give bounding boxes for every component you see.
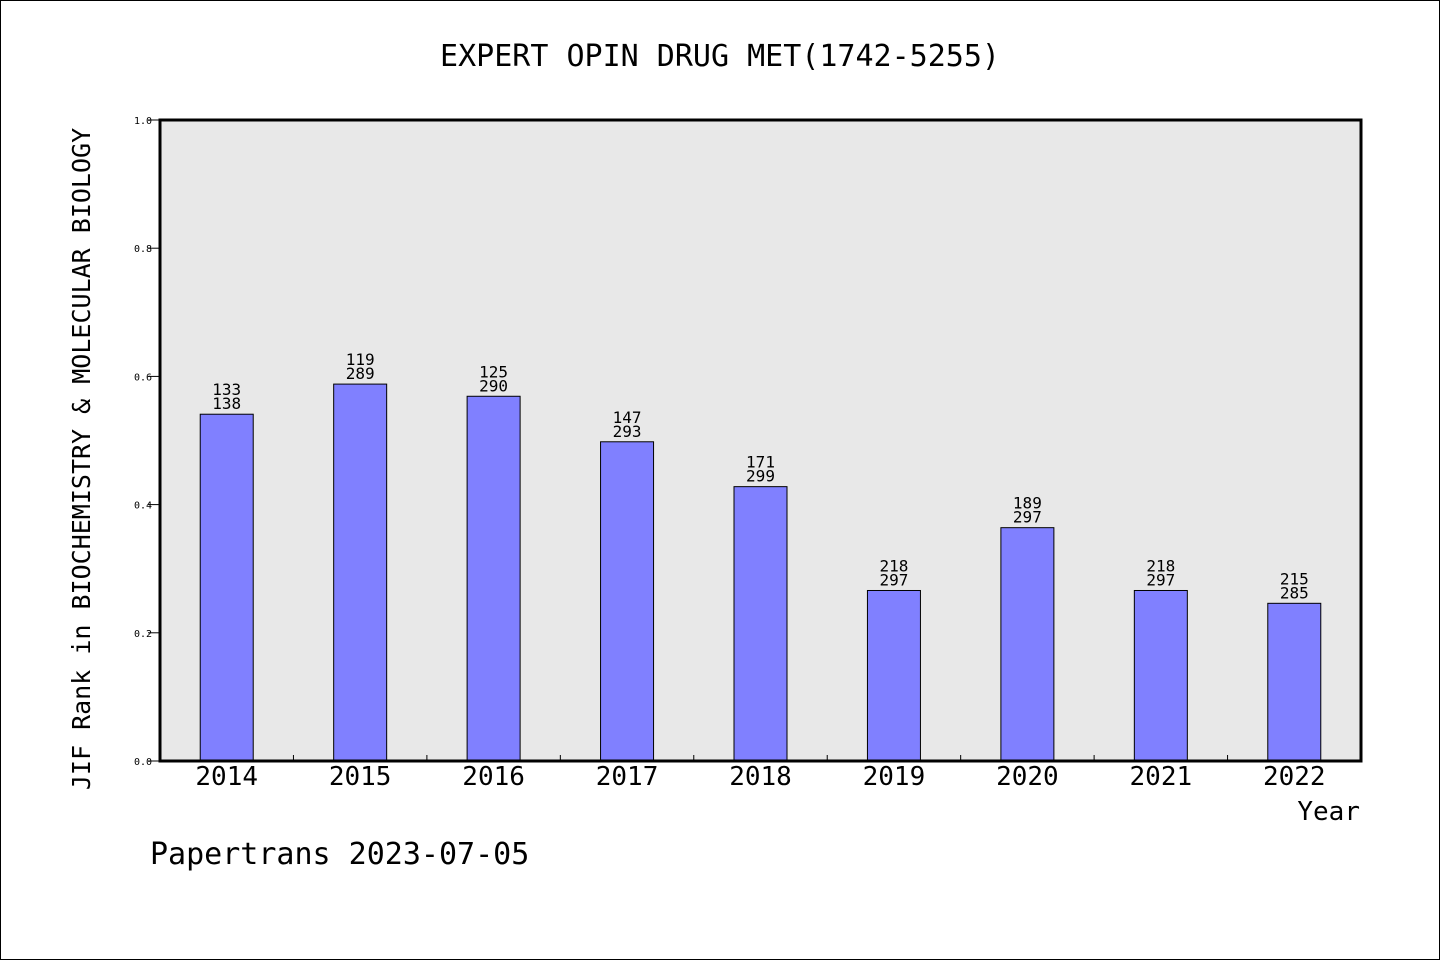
bar-rank-label: 119 <box>346 350 375 369</box>
footer-text: Papertrans 2023-07-05 <box>150 837 529 872</box>
x-axis-label: Year <box>1297 797 1360 827</box>
x-tick-label: 2015 <box>329 762 392 792</box>
bar-rank-label: 189 <box>1013 494 1042 513</box>
bar-2022 <box>1267 602 1322 762</box>
bar-rank-label: 147 <box>613 408 642 427</box>
bar-rank-label: 218 <box>879 556 908 575</box>
bars-group <box>199 383 1322 762</box>
y-tick-label: 0.0 <box>134 757 152 768</box>
x-tick-label: 2016 <box>462 762 525 792</box>
bar-total-label: 297 <box>879 570 908 589</box>
chart-title: EXPERT OPIN DRUG MET(1742-5255) <box>440 39 1000 74</box>
bar-rank-label: 133 <box>212 380 241 399</box>
plot-border <box>158 118 1363 763</box>
bar-2020 <box>1000 527 1055 762</box>
y-tick-label: 0.4 <box>134 501 152 512</box>
x-tick-label: 2021 <box>1130 762 1193 792</box>
x-tick-label: 2017 <box>596 762 659 792</box>
bar-total-label: 299 <box>746 467 775 486</box>
bar-total-label: 293 <box>613 422 642 441</box>
bar-total-label: 289 <box>346 364 375 383</box>
y-tick-label: 0.6 <box>134 372 152 383</box>
bar-2019 <box>866 589 921 762</box>
y-tick-label: 0.2 <box>134 629 152 640</box>
bar-2021 <box>1133 589 1188 762</box>
y-tick-label: 0.8 <box>134 244 152 255</box>
y-tick-label: 1.0 <box>134 116 152 127</box>
bar-rank-label: 125 <box>479 362 508 381</box>
bar-2015 <box>333 383 388 762</box>
x-tick-label: 2020 <box>996 762 1059 792</box>
x-tick-label: 2014 <box>195 762 258 792</box>
bar-rank-label: 171 <box>746 453 775 472</box>
bar-2017 <box>600 441 655 762</box>
bar-2016 <box>466 395 521 762</box>
bar-total-label: 138 <box>212 394 241 413</box>
bar-total-label: 290 <box>479 376 508 395</box>
x-tick-label: 2018 <box>729 762 792 792</box>
y-ticks-group: 0.0 0.2 0.4 0.6 0.8 1.0 <box>134 116 160 768</box>
bar-2018 <box>733 486 788 762</box>
bar-total-label: 297 <box>1146 570 1175 589</box>
bar-rank-label: 218 <box>1146 556 1175 575</box>
bar-total-label: 297 <box>1013 508 1042 527</box>
x-ticks-group: 2014 2015 2016 2017 2018 2019 2020 2021 2022 <box>195 755 1326 792</box>
bar-2014 <box>199 413 254 762</box>
y-axis-label: JIF Rank in BIOCHEMISTRY & MOLECULAR BIO… <box>67 128 96 790</box>
bar-rank-label: 215 <box>1280 569 1309 588</box>
x-tick-label: 2019 <box>863 762 926 792</box>
x-tick-label: 2022 <box>1263 762 1326 792</box>
bar-total-label: 285 <box>1280 583 1309 602</box>
